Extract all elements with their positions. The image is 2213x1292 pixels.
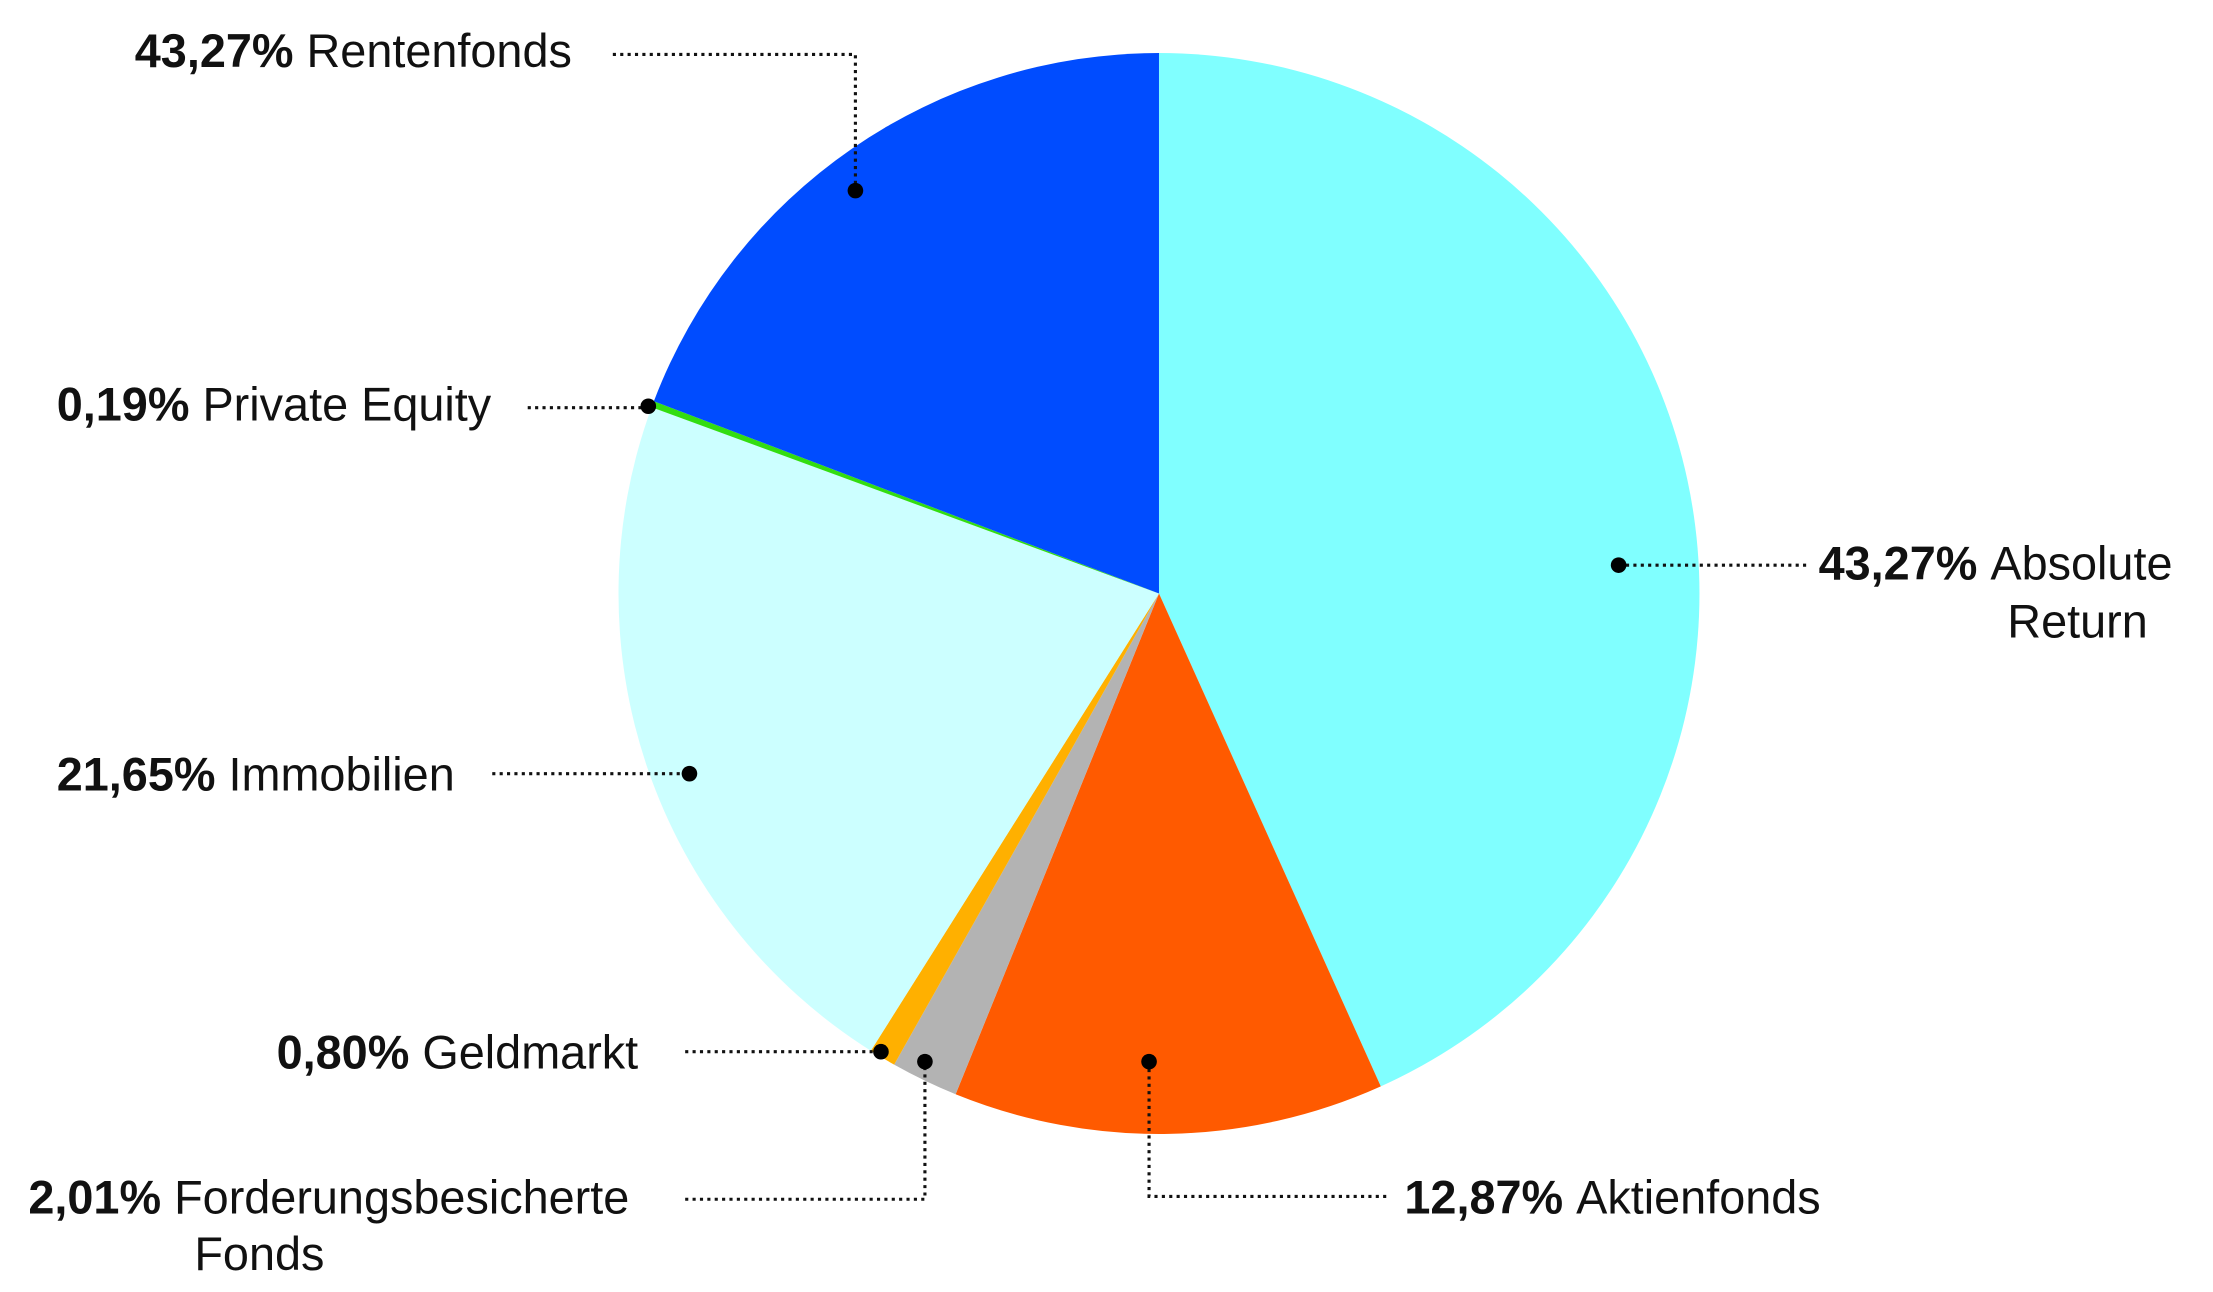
leader-line [685, 1063, 927, 1201]
label-geldmarkt: 0,80% Geldmarkt [277, 1027, 639, 1079]
pie-slices [618, 53, 1700, 1134]
callout-forderungsbesicherte-fonds: 2,01% Forderungsbesicherte Fonds [28, 1053, 933, 1280]
pie-slice-absolute-return [1158, 53, 1700, 1087]
pie-slice-aktienfonds [955, 593, 1381, 1134]
label-rentenfonds: 43,27% Rentenfonds [135, 25, 572, 77]
leader-dot [1141, 1053, 1157, 1070]
label-absolute-return-line2: Return [2007, 595, 2147, 647]
label-absolute-return: 43,27% Absolute [1819, 537, 2173, 589]
callout-private-equity: 0,19% Private Equity [57, 378, 657, 430]
leader-dot [847, 182, 864, 199]
leader-line [612, 52, 857, 190]
leader-dot [873, 1043, 889, 1060]
leader-dot [681, 765, 698, 782]
callout-geldmarkt: 0,80% Geldmarkt [277, 1027, 889, 1079]
callout-aktienfonds: 12,87% Aktienfonds [1141, 1053, 1821, 1223]
leader-dot [917, 1053, 933, 1070]
label-forderungsbesicherte-fonds-line2: Fonds [194, 1228, 324, 1280]
pie-slice-rentenfonds [653, 53, 1159, 594]
leader-dot [1610, 557, 1627, 573]
pie-slice-forderungsbesicherte-fonds [894, 593, 1159, 1095]
pie-slice-geldmarkt [870, 593, 1159, 1065]
callout-rentenfonds: 43,27% Rentenfonds [135, 25, 864, 199]
label-forderungsbesicherte-fonds: 2,01% Forderungsbesicherte [28, 1171, 629, 1223]
pie-slice-private-equity [651, 401, 1159, 594]
leader-dot [640, 398, 657, 415]
label-immobilien: 21,65% Immobilien [57, 749, 455, 801]
pie-slice-immobilien [618, 407, 1159, 1051]
label-aktienfonds: 12,87% Aktienfonds [1404, 1171, 1820, 1223]
callout-immobilien: 21,65% Immobilien [57, 749, 698, 801]
label-private-equity: 0,19% Private Equity [57, 378, 492, 430]
leader-line [1147, 1061, 1388, 1198]
callout-absolute-return: 43,27% Absolute Return [1610, 537, 2173, 647]
